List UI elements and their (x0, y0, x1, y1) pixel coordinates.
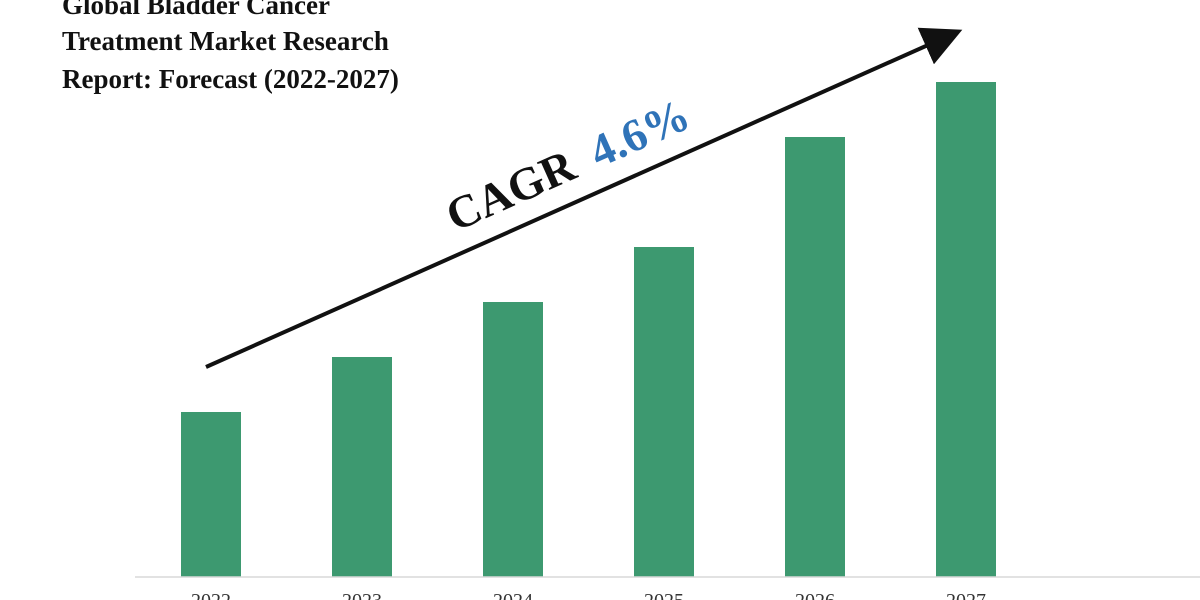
tick-label-2025: 2025 (644, 590, 684, 600)
tick-label-2026: 2026 (795, 590, 835, 600)
tick-label-2024: 2024 (493, 590, 533, 600)
tick-label-2022: 2022 (191, 590, 231, 600)
bar-2027 (936, 82, 996, 577)
tick-label-2027: 2027 (946, 590, 986, 600)
bar-2023 (332, 357, 392, 577)
title-line-2: Treatment Market Research (62, 26, 389, 56)
bar-2024 (483, 302, 543, 577)
bar-2025 (634, 247, 694, 577)
trend-arrow (205, 27, 963, 369)
cagr-prefix: CAGR (438, 139, 583, 241)
chart-title: Global Bladder Cancer Treatment Market R… (62, 0, 399, 94)
bar-2026 (785, 137, 845, 577)
x-tick-labels: 2022 2023 2024 2025 2026 2027 (191, 590, 986, 600)
cagr-value: 4.6% (582, 89, 697, 178)
bars-group (181, 82, 996, 577)
title-line-3: Report: Forecast (2022-2027) (62, 64, 399, 94)
bar-2022 (181, 412, 241, 577)
tick-label-2023: 2023 (342, 590, 382, 600)
title-line-1: Global Bladder Cancer (62, 0, 330, 20)
